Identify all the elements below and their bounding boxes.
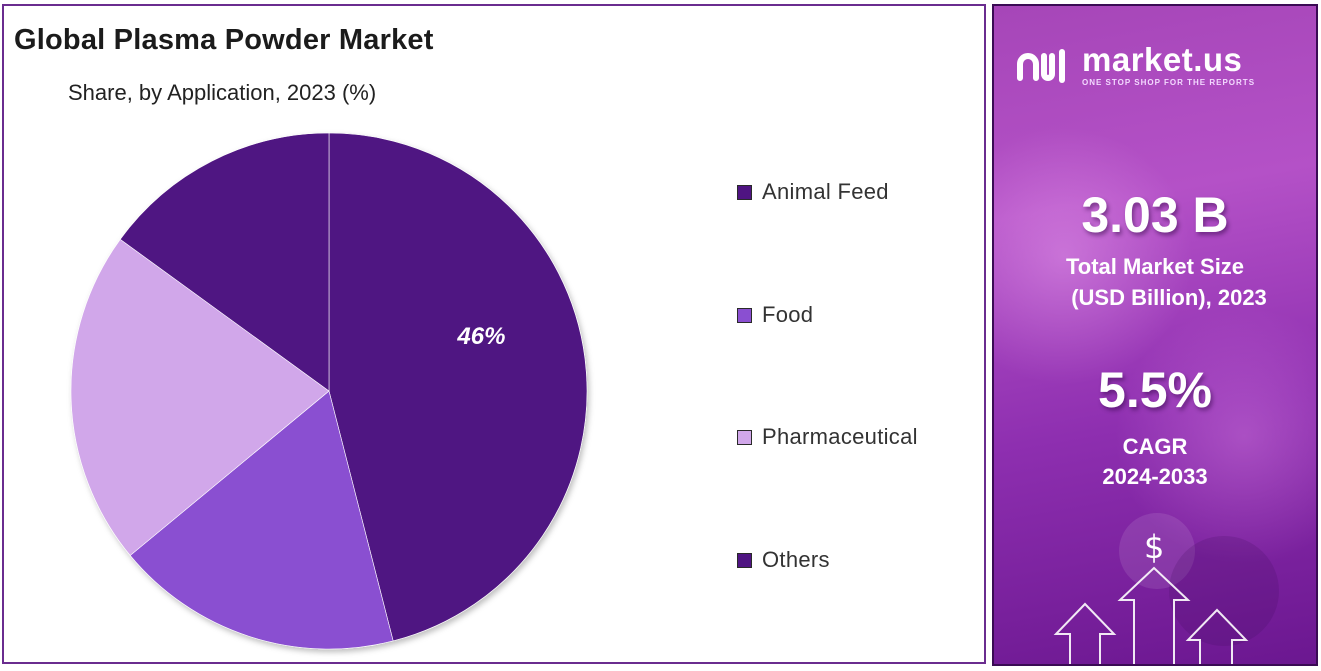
brand-name: market.us [1082,41,1243,78]
legend-swatch [737,307,752,323]
cagr-value: 5.5% [1098,362,1212,418]
market-size-value: 3.03 B [1081,187,1229,243]
legend-swatch [737,184,752,200]
legend-item-pharmaceutical: Pharmaceutical [737,424,918,450]
brand-logo: market.us ONE STOP SHOP FOR THE REPORTS [1016,41,1256,87]
legend-item-others: Others [737,547,830,573]
pie-data-labels: 46% [456,323,505,350]
legend-label: Pharmaceutical [762,424,918,449]
market-us-logo-icon [1017,48,1065,83]
brand-tagline: ONE STOP SHOP FOR THE REPORTS [1082,78,1256,87]
chart-subtitle: Share, by Application, 2023 (%) [68,80,377,105]
legend-label: Animal Feed [762,179,889,204]
legend-swatch [737,429,752,445]
legend-label: Others [762,547,830,572]
pie-chart: 46% [70,132,588,650]
pie-data-label: 46% [456,323,505,350]
market-size-unit-label: (USD Billion), 2023 [1071,285,1267,310]
growth-arrows-illustration [1053,513,1279,664]
chart-panel: Global Plasma Powder Market Share, by Ap… [2,4,986,664]
dollar-icon: $ [1144,528,1165,566]
cagr-label: CAGR [1122,434,1188,459]
pie-slices [70,132,588,650]
pie-slice-others [119,132,330,392]
legend-item-animal-feed: Animal Feed [737,179,889,205]
pie-slice-food [129,390,394,650]
legend-item-food: Food [737,302,813,328]
chart-title: Global Plasma Powder Market [14,24,434,56]
cagr-period: 2024-2033 [1102,464,1208,489]
pie-slice-animal-feed [328,132,588,642]
market-size-label: Total Market Size [1065,254,1245,279]
legend-label: Food [762,302,814,327]
legend-swatch [737,552,752,568]
info-panel: market.us ONE STOP SHOP FOR THE REPORTS … [992,4,1318,666]
pie-slice-pharmaceutical [70,238,330,556]
